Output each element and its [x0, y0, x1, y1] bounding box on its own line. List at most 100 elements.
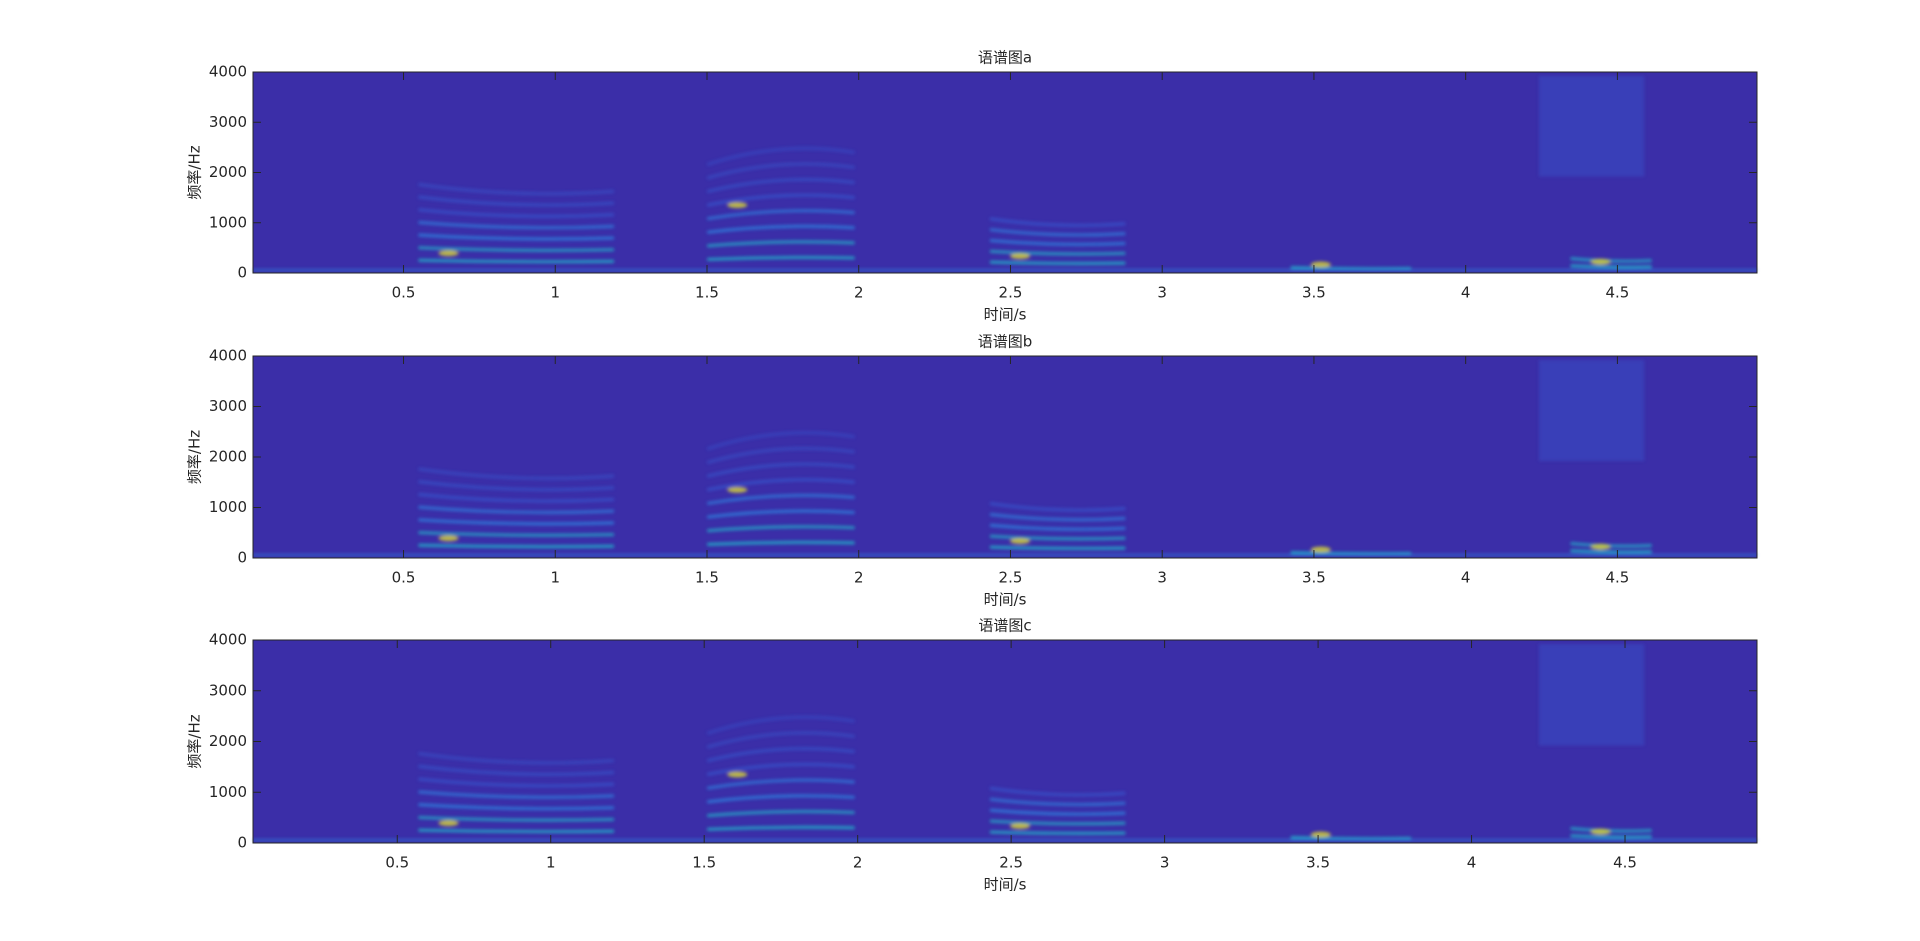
y-tick-label: 3000 [209, 397, 247, 415]
hot-spot [727, 486, 748, 493]
harmonic-streak [418, 480, 615, 492]
x-tick-label: 1.5 [695, 284, 719, 302]
harmonic-streak [989, 260, 1126, 266]
harmonic-streak [418, 195, 615, 207]
harmonic-streak [418, 505, 615, 515]
y-tick-label: 3000 [209, 681, 247, 699]
harmonic-streak [706, 715, 855, 735]
harmonic-streak [706, 209, 855, 221]
harmonic-streak [706, 731, 855, 749]
harmonic-streak [1570, 264, 1652, 269]
harmonic-streak [1290, 550, 1412, 556]
hot-spot [1310, 546, 1331, 553]
high-band [1538, 644, 1645, 746]
y-axis-label: 频率/Hz [186, 430, 204, 484]
high-band [1538, 76, 1645, 177]
harmonic-streak [706, 177, 855, 194]
x-axis-label: 时间/s [984, 306, 1027, 324]
harmonic-streak [706, 193, 855, 207]
x-tick-label: 0.5 [392, 284, 416, 302]
x-tick-label: 3.5 [1306, 854, 1330, 872]
harmonic-streak [418, 246, 614, 252]
harmonic-streak [418, 828, 614, 834]
x-tick-label: 2.5 [999, 854, 1023, 872]
harmonic-streak [418, 815, 614, 822]
harmonic-streak [706, 462, 855, 478]
x-tick-label: 2 [854, 284, 864, 302]
y-tick-label: 4000 [209, 631, 247, 649]
harmonic-streak [1290, 265, 1412, 271]
harmonic-streak [989, 238, 1126, 247]
hot-spot [1590, 258, 1611, 265]
x-tick-label: 4 [1461, 284, 1471, 302]
harmonic-streak [707, 825, 855, 831]
harmonic-streak [1570, 541, 1652, 548]
x-axis-label: 时间/s [984, 591, 1027, 609]
harmonic-streak [418, 492, 615, 503]
hot-spot [727, 771, 748, 778]
harmonic-streak [418, 182, 615, 196]
harmonic-streak [1570, 826, 1652, 833]
harmonic-streak [707, 540, 855, 546]
harmonic-streak [989, 501, 1126, 512]
y-tick-label: 0 [237, 549, 247, 567]
x-tick-label: 3 [1157, 569, 1167, 587]
x-tick-label: 1 [550, 284, 560, 302]
harmonic-streak [989, 217, 1126, 228]
harmonic-streak [418, 518, 615, 526]
x-tick-label: 2 [853, 854, 863, 872]
y-tick-label: 2000 [209, 448, 247, 466]
hot-spot [1310, 831, 1331, 838]
harmonic-streak [418, 467, 615, 480]
harmonic-streak [418, 530, 614, 537]
harmonic-streak [989, 534, 1126, 541]
x-axis-label: 时间/s [984, 876, 1027, 894]
x-tick-label: 0.5 [385, 854, 409, 872]
harmonic-streak [418, 233, 615, 241]
hot-spot [438, 535, 459, 542]
harmonic-streak [989, 808, 1126, 816]
harmonic-streak [989, 786, 1126, 797]
y-tick-label: 1000 [209, 213, 247, 231]
harmonic-streak [989, 227, 1126, 237]
chart-title: 语谱图c [978, 617, 1031, 635]
harmonic-streak [706, 762, 855, 777]
x-tick-label: 0.5 [392, 569, 416, 587]
harmonic-streak [989, 819, 1126, 826]
harmonic-streak [989, 545, 1126, 551]
harmonic-streak [989, 523, 1126, 531]
harmonic-streak [707, 240, 855, 248]
harmonic-streak [706, 747, 855, 763]
harmonic-streak [706, 162, 855, 180]
y-tick-label: 2000 [209, 163, 247, 181]
harmonic-streak [1570, 549, 1652, 554]
x-tick-label: 2.5 [999, 569, 1023, 587]
harmonic-streak [989, 249, 1126, 256]
y-axis-label: 频率/Hz [186, 714, 204, 768]
harmonic-streak [418, 258, 614, 264]
hot-spot [1010, 822, 1031, 829]
harmonic-streak [989, 830, 1126, 835]
x-tick-label: 1.5 [695, 569, 719, 587]
high-band [1538, 360, 1645, 462]
harmonic-streak [418, 790, 615, 799]
hot-spot [1590, 828, 1611, 835]
x-tick-label: 3.5 [1302, 569, 1326, 587]
y-axis-label: 频率/Hz [186, 145, 204, 199]
x-tick-label: 1 [546, 854, 556, 872]
y-tick-label: 4000 [209, 347, 247, 365]
hot-spot [727, 202, 748, 209]
x-tick-label: 4.5 [1605, 569, 1629, 587]
y-tick-label: 2000 [209, 732, 247, 750]
harmonic-streak [1290, 835, 1412, 841]
harmonic-streak [706, 431, 855, 451]
chart-title: 语谱图b [978, 333, 1033, 351]
harmonic-streak [706, 778, 855, 790]
spectrogram-texture [253, 644, 1757, 841]
harmonic-streak [1570, 256, 1652, 263]
hot-spot [438, 820, 459, 827]
y-tick-label: 4000 [209, 63, 247, 81]
spectrogram-texture [253, 360, 1757, 556]
